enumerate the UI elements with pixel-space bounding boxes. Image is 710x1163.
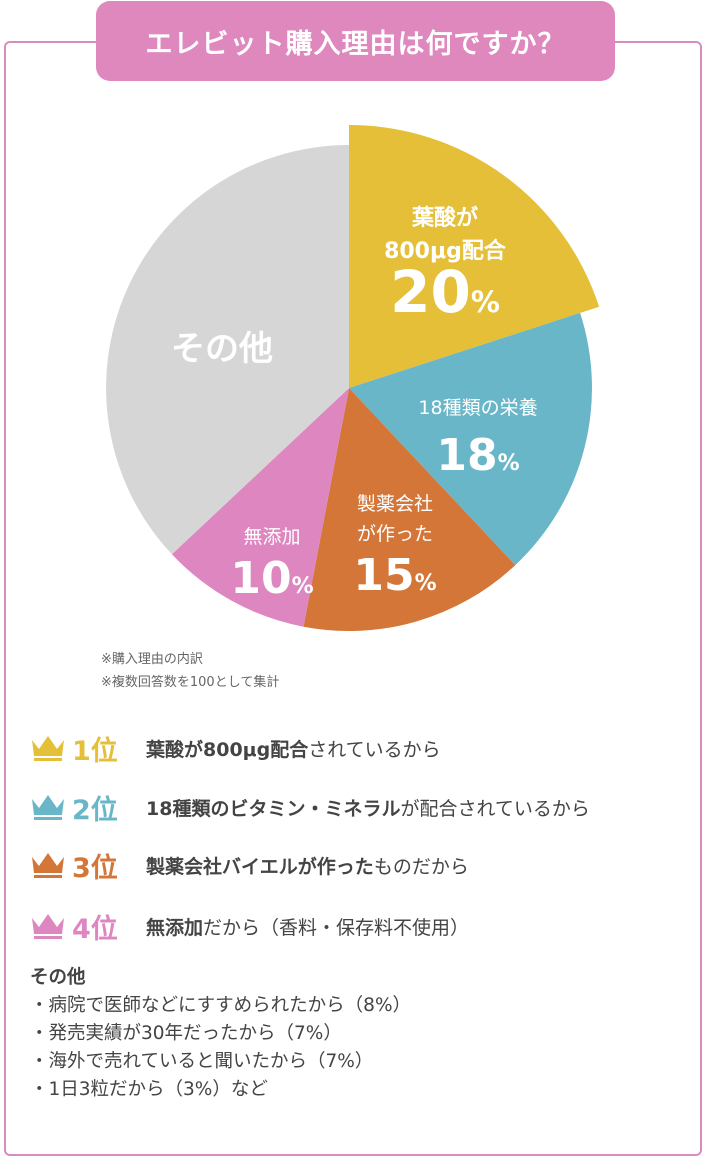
page-title: エレビット購入理由は何ですか？ — [96, 1, 615, 81]
chart-notes: ※購入理由の内訳 ※複数回答数を100として集計 — [101, 648, 279, 694]
others-section: その他 ・病院で医師などにすすめられたから（8%） ・発売実績が30年だったから… — [30, 964, 411, 1104]
slice-label: その他 — [171, 329, 273, 369]
crown-icon — [32, 736, 64, 761]
rank-label: 2位 — [72, 794, 118, 826]
others-title: その他 — [30, 967, 86, 988]
ranking-row-4: 4位 無添加だから（香料・保存料不使用） — [30, 906, 469, 946]
rank-reason: 葉酸が800μg配合されているから — [146, 735, 441, 762]
rank-reason-bold: 葉酸が800μg配合 — [146, 738, 309, 761]
slice-value-label: 18% — [436, 430, 519, 481]
rank-reason-rest: ものだから — [373, 855, 469, 878]
rank-reason-bold: 無添加 — [146, 916, 204, 939]
rank-reason: 18種類のビタミン・ミネラルが配合されているから — [146, 794, 590, 821]
note-line: ※複数回答数を100として集計 — [101, 675, 280, 690]
rank-reason-rest: されているから — [308, 738, 441, 761]
rank-reason-bold: 18種類のビタミン・ミネラル — [146, 797, 401, 820]
crown-icon — [32, 914, 64, 939]
others-item: ・病院で医師などにすすめられたから（8%） — [30, 995, 412, 1016]
rank-reason-bold: 製薬会社バイエルが作った — [146, 855, 374, 878]
pie-slice — [349, 125, 600, 388]
rank-reason: 製薬会社バイエルが作ったものだから — [146, 852, 469, 879]
slice-value-label: 10% — [230, 553, 313, 604]
pie-slice — [303, 388, 516, 631]
others-item: ・1日3粒だから（3%）など — [30, 1079, 268, 1100]
others-item: ・発売実績が30年だったから（7%） — [30, 1023, 342, 1044]
rank-label: 4位 — [72, 913, 118, 945]
slice-label: 製薬会社 — [357, 493, 433, 515]
slice-label: が作った — [357, 523, 433, 545]
slice-label: 800μg配合 — [384, 238, 507, 264]
crown-icon — [32, 795, 64, 820]
rank-label: 1位 — [72, 735, 118, 767]
note-line: ※購入理由の内訳 — [101, 652, 203, 667]
others-item: ・海外で売れていると聞いたから（7%） — [30, 1051, 374, 1072]
slice-label: 無添加 — [243, 526, 300, 548]
rank-reason-rest: が配合されているから — [400, 797, 590, 820]
slice-label: 葉酸が — [411, 205, 478, 231]
rank-reason: 無添加だから（香料・保存料不使用） — [146, 913, 469, 940]
pie-slice — [171, 388, 349, 627]
rank-reason-rest: だから（香料・保存料不使用） — [203, 916, 470, 939]
slice-value-label: 20% — [390, 258, 500, 326]
crown-icon — [32, 853, 64, 878]
slice-value-label: 15% — [353, 550, 436, 601]
ranking-row-2: 2位 18種類のビタミン・ミネラルが配合されているから — [30, 787, 590, 827]
ranking-row-1: 1位 葉酸が800μg配合されているから — [30, 728, 441, 768]
ranking-row-3: 3位 製薬会社バイエルが作ったものだから — [30, 845, 469, 885]
pie-slice — [106, 145, 349, 555]
slice-label: 18種類の栄養 — [418, 397, 537, 419]
pie-slice — [349, 312, 592, 566]
rank-label: 3位 — [72, 852, 118, 884]
